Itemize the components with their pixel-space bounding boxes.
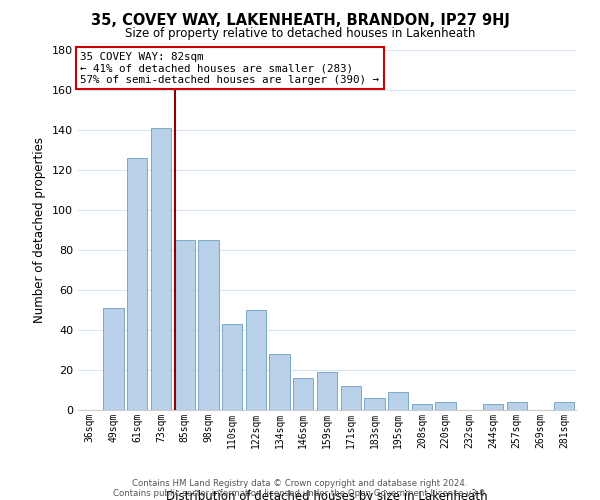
Y-axis label: Number of detached properties: Number of detached properties	[34, 137, 46, 323]
Text: Size of property relative to detached houses in Lakenheath: Size of property relative to detached ho…	[125, 28, 475, 40]
X-axis label: Distribution of detached houses by size in Lakenheath: Distribution of detached houses by size …	[166, 490, 488, 500]
Bar	[436, 402, 455, 410]
Text: Contains HM Land Registry data © Crown copyright and database right 2024.: Contains HM Land Registry data © Crown c…	[132, 478, 468, 488]
Bar	[483, 404, 503, 410]
Text: 35, COVEY WAY, LAKENHEATH, BRANDON, IP27 9HJ: 35, COVEY WAY, LAKENHEATH, BRANDON, IP27…	[91, 12, 509, 28]
Bar	[412, 404, 432, 410]
Bar	[388, 392, 408, 410]
Bar	[554, 402, 574, 410]
Bar	[293, 378, 313, 410]
Bar	[222, 324, 242, 410]
Bar	[246, 310, 266, 410]
Bar	[364, 398, 385, 410]
Bar	[506, 402, 527, 410]
Bar	[199, 240, 218, 410]
Bar	[175, 240, 195, 410]
Bar	[269, 354, 290, 410]
Bar	[317, 372, 337, 410]
Bar	[103, 308, 124, 410]
Bar	[341, 386, 361, 410]
Bar	[151, 128, 171, 410]
Text: 35 COVEY WAY: 82sqm
← 41% of detached houses are smaller (283)
57% of semi-detac: 35 COVEY WAY: 82sqm ← 41% of detached ho…	[80, 52, 379, 85]
Text: Contains public sector information licensed under the Open Government Licence v3: Contains public sector information licen…	[113, 488, 487, 498]
Bar	[127, 158, 148, 410]
